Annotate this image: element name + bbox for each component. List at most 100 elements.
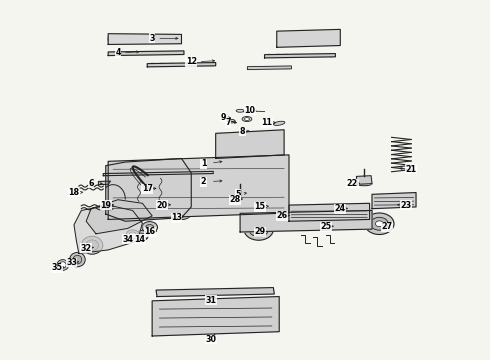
Ellipse shape [283,54,290,57]
Text: 33: 33 [66,258,77,267]
Text: 32: 32 [81,244,92,253]
Ellipse shape [292,54,299,57]
Polygon shape [289,203,369,221]
Ellipse shape [108,35,114,44]
Ellipse shape [254,226,264,233]
Ellipse shape [219,290,227,294]
Ellipse shape [138,233,145,238]
Ellipse shape [131,35,143,43]
Polygon shape [277,30,340,47]
Text: 12: 12 [186,57,197,66]
Text: 14: 14 [134,235,146,244]
Polygon shape [106,185,125,199]
Ellipse shape [142,222,158,233]
Ellipse shape [235,168,265,199]
Ellipse shape [129,232,136,237]
Ellipse shape [244,219,273,240]
Ellipse shape [70,252,85,267]
Ellipse shape [284,67,291,69]
Text: 8: 8 [240,127,245,136]
Ellipse shape [123,164,162,203]
Ellipse shape [263,290,271,294]
Text: 18: 18 [69,188,79,197]
Ellipse shape [141,183,159,195]
Ellipse shape [159,63,165,66]
Text: 30: 30 [205,335,216,344]
Ellipse shape [165,193,173,199]
Ellipse shape [204,290,212,294]
Ellipse shape [317,218,324,225]
Ellipse shape [146,186,154,192]
Ellipse shape [370,217,388,230]
Text: 22: 22 [347,179,358,188]
Ellipse shape [197,63,204,66]
Ellipse shape [318,54,325,57]
Ellipse shape [166,51,173,54]
Ellipse shape [138,182,162,200]
Ellipse shape [242,214,258,228]
Ellipse shape [176,164,216,203]
Ellipse shape [242,117,252,122]
Text: 21: 21 [406,165,416,174]
Ellipse shape [134,175,151,193]
Ellipse shape [293,218,301,225]
Ellipse shape [190,290,197,294]
Ellipse shape [149,63,156,66]
Text: 9: 9 [220,113,226,122]
Ellipse shape [207,63,214,66]
Ellipse shape [257,228,261,231]
Ellipse shape [126,230,139,239]
Ellipse shape [365,213,394,234]
Ellipse shape [270,218,277,225]
Ellipse shape [187,175,205,193]
Text: 16: 16 [144,228,155,237]
Ellipse shape [259,197,278,212]
Ellipse shape [217,191,239,207]
Text: 5: 5 [235,190,241,199]
Ellipse shape [86,240,98,251]
Ellipse shape [167,323,176,330]
Ellipse shape [164,35,176,43]
Ellipse shape [135,178,164,200]
Ellipse shape [227,120,235,123]
Text: 7: 7 [225,118,231,127]
Ellipse shape [128,168,157,199]
Text: 25: 25 [320,222,331,231]
Text: 27: 27 [381,222,392,231]
Text: 19: 19 [100,201,111,210]
Ellipse shape [230,164,270,203]
Ellipse shape [241,175,259,193]
Text: 24: 24 [335,204,346,213]
Ellipse shape [224,139,232,149]
Polygon shape [147,63,216,67]
Polygon shape [356,176,372,184]
Ellipse shape [266,67,273,69]
Ellipse shape [336,214,351,228]
Ellipse shape [241,135,256,153]
Ellipse shape [175,290,183,294]
Text: 35: 35 [51,264,62,273]
Polygon shape [103,171,213,176]
Text: 15: 15 [254,202,265,211]
Ellipse shape [375,221,383,226]
Text: 1: 1 [201,159,206,168]
Ellipse shape [225,197,231,201]
Text: 29: 29 [254,228,265,237]
Ellipse shape [261,134,268,136]
Ellipse shape [220,135,236,153]
Ellipse shape [239,134,246,136]
Ellipse shape [146,225,154,230]
Polygon shape [108,51,184,55]
Ellipse shape [181,168,211,199]
Ellipse shape [81,236,103,254]
Ellipse shape [135,230,148,240]
Ellipse shape [239,152,246,154]
Polygon shape [156,288,274,297]
Polygon shape [108,155,289,220]
Ellipse shape [384,196,404,205]
Ellipse shape [313,214,328,228]
Ellipse shape [249,222,269,237]
Polygon shape [216,130,284,158]
Text: 3: 3 [149,34,155,43]
Text: 26: 26 [276,211,287,220]
